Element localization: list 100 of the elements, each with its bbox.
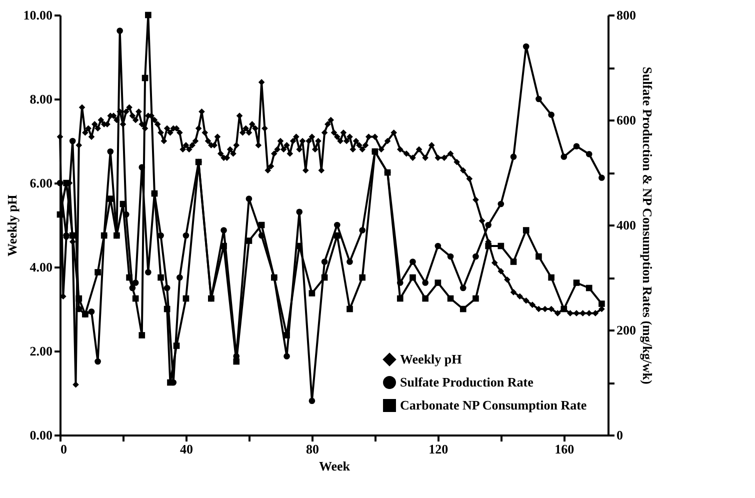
point (122, 211, 130, 218)
point (334, 232, 340, 239)
point (359, 227, 366, 234)
point (145, 269, 152, 276)
point (422, 295, 428, 302)
point (447, 295, 454, 302)
point (107, 196, 114, 202)
x-tick-label: 120 (428, 442, 448, 456)
point (598, 300, 605, 307)
point (195, 158, 202, 166)
point (56, 211, 64, 218)
point (548, 112, 554, 118)
point (258, 232, 265, 239)
legend-label: Weekly pH (400, 352, 462, 366)
point (510, 154, 517, 160)
legend-label: Carbonate NP Consumption Rate (400, 398, 587, 412)
point (116, 28, 123, 34)
point (308, 290, 316, 296)
point (384, 169, 391, 176)
point (164, 306, 170, 312)
point (396, 295, 404, 302)
point (100, 232, 108, 239)
point (129, 284, 136, 292)
point (372, 148, 378, 155)
point (76, 306, 82, 312)
point (94, 358, 101, 365)
y-tick-label: 0.00 (30, 428, 52, 442)
y-tick-label: 2.00 (30, 344, 52, 358)
point (460, 284, 466, 292)
x-tick-label: 0 (60, 442, 67, 456)
y2-tick-label: 400 (616, 218, 636, 232)
y-tick-label: 4.00 (30, 260, 52, 274)
point (220, 227, 227, 234)
point (573, 280, 580, 286)
x-tick-label: 40 (180, 442, 193, 456)
point (182, 232, 190, 239)
point (246, 238, 252, 244)
point (308, 398, 316, 404)
point (586, 150, 592, 158)
point (132, 280, 139, 286)
point (233, 358, 240, 365)
legend-label: Sulfate Production Rate (400, 374, 534, 390)
point (82, 311, 88, 318)
point (410, 258, 416, 265)
point (142, 74, 148, 82)
point (167, 379, 174, 386)
point (126, 274, 132, 281)
point (522, 43, 530, 50)
point (88, 308, 95, 315)
point (434, 242, 442, 250)
point (321, 258, 328, 265)
point (107, 148, 114, 155)
point (498, 242, 504, 250)
point (346, 258, 353, 265)
point (151, 190, 158, 197)
point (485, 222, 492, 228)
point (284, 353, 290, 360)
y2-tick-label: 0 (616, 428, 623, 442)
point (359, 274, 366, 281)
point (164, 284, 170, 292)
point (510, 258, 517, 265)
point (472, 295, 479, 302)
y-tick-label: 8.00 (30, 92, 52, 106)
point (410, 274, 416, 281)
point (271, 274, 278, 281)
point (434, 280, 442, 286)
x-axis-title: Week (318, 458, 351, 474)
point (69, 138, 76, 144)
point (138, 332, 146, 338)
point (145, 12, 152, 18)
point (158, 274, 164, 281)
point (598, 174, 605, 181)
point (536, 96, 542, 102)
point (573, 143, 580, 150)
y2-axis-title: Sulfate Production & NP Consumption Rates (mg/kg/wk) (640, 66, 655, 384)
point (498, 200, 504, 208)
point (522, 227, 530, 234)
point (76, 295, 82, 302)
y2-tick-label: 800 (616, 8, 636, 22)
point (138, 164, 146, 170)
point (69, 232, 76, 239)
point (173, 342, 180, 349)
point (158, 232, 164, 239)
point (560, 154, 568, 160)
point (114, 232, 120, 239)
point (472, 253, 479, 260)
y-tick-label: 6.00 (30, 176, 52, 190)
point (321, 274, 328, 281)
point (176, 274, 183, 281)
y-axis-title: Weekly pH (4, 194, 20, 256)
point (422, 280, 428, 286)
point (548, 274, 554, 281)
point (485, 242, 492, 250)
x-tick-label: 160 (554, 442, 574, 456)
point (346, 306, 353, 312)
point (586, 284, 592, 292)
point (132, 295, 139, 302)
x-tick-label: 80 (306, 442, 319, 456)
y-tick-label: 10.00 (23, 8, 52, 22)
point (396, 280, 404, 286)
